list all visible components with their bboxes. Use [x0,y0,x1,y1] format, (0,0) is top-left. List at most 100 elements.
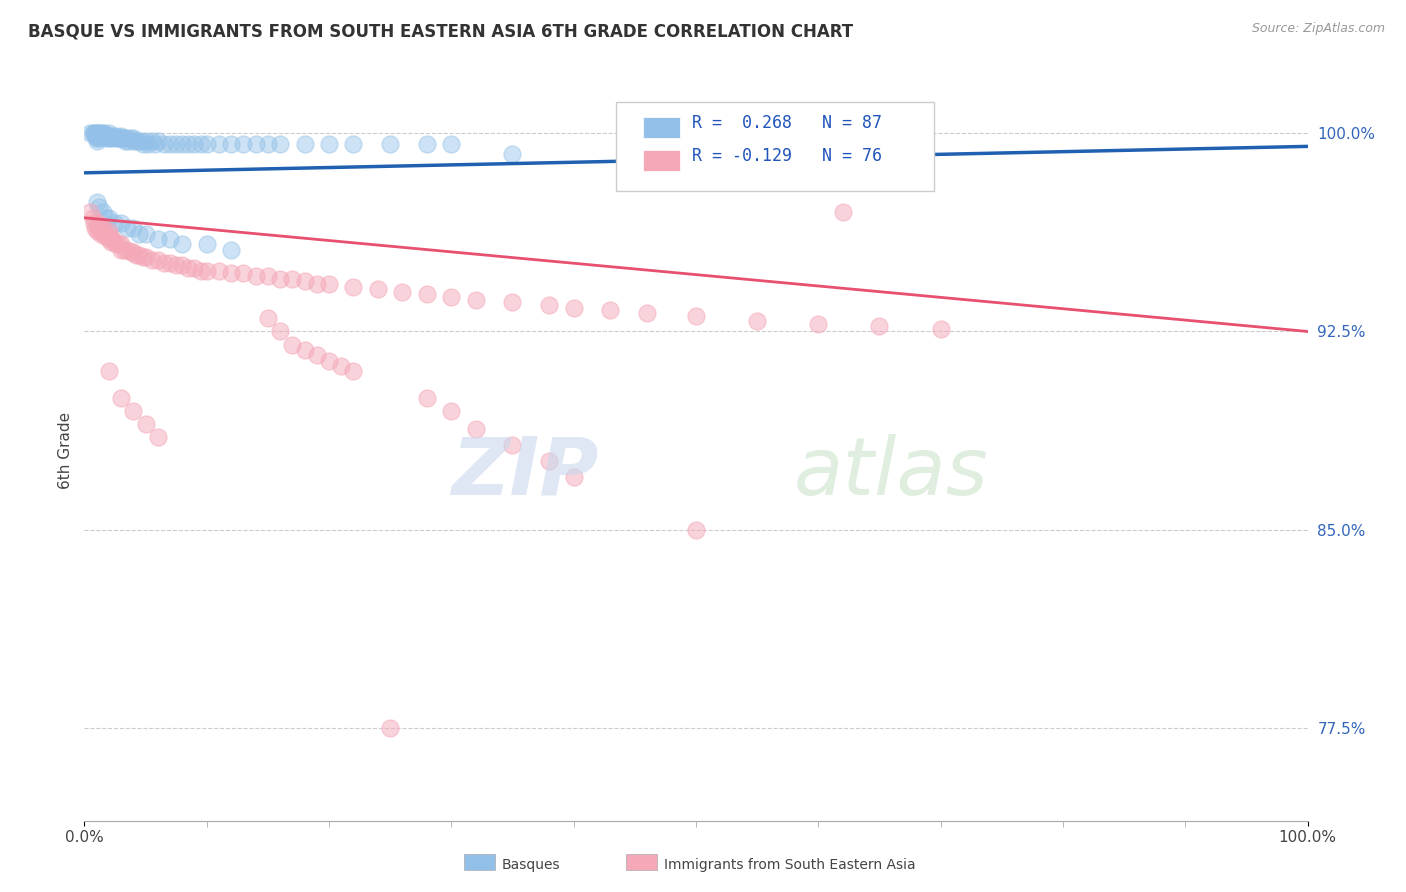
Point [146,430,169,444]
Point [183,136,205,151]
Point [294,343,316,357]
Point [195,263,218,277]
Point [86,131,108,145]
Point [177,136,200,151]
Point [929,322,952,336]
Point [104,216,127,230]
Point [502,840,524,855]
Point [110,216,132,230]
Point [82,126,104,140]
Point [87,219,110,233]
Point [195,136,218,151]
Point [91,221,114,235]
Point [87,216,110,230]
Point [305,277,328,291]
Point [440,136,463,151]
Point [86,126,108,140]
Point [96,128,118,143]
Text: Basques: Basques [502,858,561,872]
Point [636,306,658,320]
Point [219,266,242,280]
Point [219,243,242,257]
Point [97,232,120,246]
Point [342,279,364,293]
Point [330,359,353,373]
Point [117,134,139,148]
Point [114,134,136,148]
Point [208,263,231,277]
Text: Immigrants from South Eastern Asia: Immigrants from South Eastern Asia [664,858,915,872]
Point [318,353,340,368]
Point [122,131,145,145]
Point [141,134,163,148]
Point [245,268,267,283]
Point [599,303,621,318]
Point [257,311,280,326]
Point [502,147,524,161]
Point [135,251,157,265]
Point [111,131,134,145]
Point [94,229,117,244]
Point [86,134,108,148]
Point [112,131,135,145]
Point [159,256,181,270]
Point [97,211,120,225]
Point [110,237,132,252]
Point [83,216,105,230]
Point [86,219,108,233]
Point [98,229,121,244]
Point [747,314,769,328]
Point [135,227,157,241]
Point [112,243,135,257]
Point [91,131,114,145]
Point [104,131,127,145]
Point [305,348,328,362]
Point [165,136,187,151]
Point [269,136,291,151]
Point [685,309,707,323]
Point [153,136,176,151]
Point [502,295,524,310]
Point [98,128,121,143]
Point [281,337,304,351]
Point [132,251,155,265]
Point [79,205,101,219]
Point [86,194,108,209]
Point [232,266,254,280]
Point [257,268,280,283]
Point [79,126,101,140]
Point [104,235,127,249]
Point [143,136,166,151]
Text: Source: ZipAtlas.com: Source: ZipAtlas.com [1251,22,1385,36]
Point [128,227,150,241]
Point [87,126,110,140]
Point [159,136,181,151]
Point [132,136,155,151]
Point [86,128,108,143]
Point [190,136,212,151]
Point [122,221,145,235]
Text: R = -0.129   N = 76: R = -0.129 N = 76 [692,147,883,165]
Point [391,285,413,299]
Point [146,232,169,246]
Point [172,237,194,252]
Point [807,317,830,331]
Y-axis label: 6th Grade: 6th Grade [58,412,73,489]
Point [281,271,304,285]
Point [82,211,104,225]
Point [91,205,114,219]
Point [538,298,561,312]
Point [84,126,107,140]
Point [97,364,120,378]
Point [120,131,142,145]
Bar [644,118,681,138]
Point [128,248,150,262]
Point [464,422,486,436]
Point [831,205,853,219]
Point [122,404,145,418]
Text: R =  0.268   N = 87: R = 0.268 N = 87 [692,114,883,132]
Point [269,325,291,339]
Point [219,136,242,151]
Point [318,277,340,291]
Point [90,128,112,143]
